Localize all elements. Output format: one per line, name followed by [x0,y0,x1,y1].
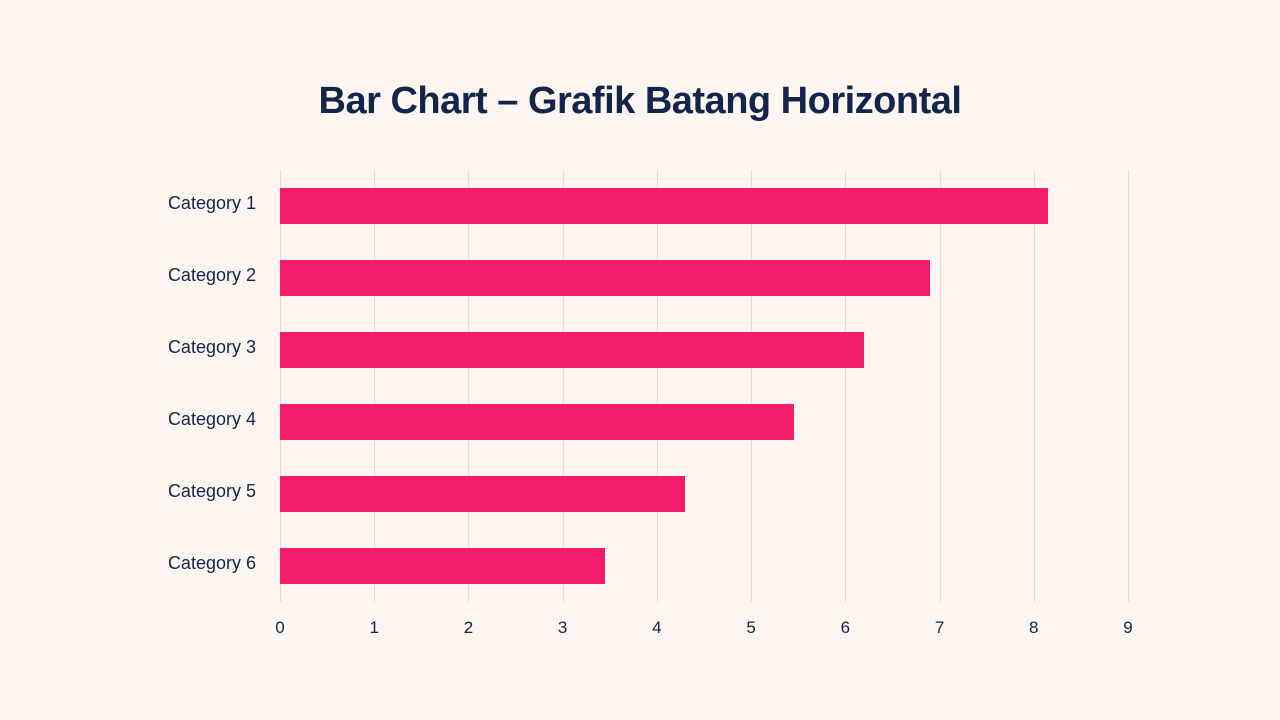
grid-line [563,170,564,602]
x-tick-label: 9 [1123,618,1132,638]
grid-line [374,170,375,602]
bar [280,548,605,584]
x-tick-label: 7 [935,618,944,638]
bar-chart: 0123456789Category 1Category 2Category 3… [280,170,1128,602]
grid-line [1034,170,1035,602]
grid-line [657,170,658,602]
x-tick-label: 1 [369,618,378,638]
grid-line [845,170,846,602]
x-tick-label: 5 [746,618,755,638]
plot-area: 0123456789Category 1Category 2Category 3… [280,170,1128,602]
bar [280,476,685,512]
bar [280,188,1048,224]
x-tick-label: 3 [558,618,567,638]
x-tick-label: 2 [464,618,473,638]
grid-line [751,170,752,602]
x-tick-label: 8 [1029,618,1038,638]
category-label: Category 2 [168,265,256,286]
category-label: Category 1 [168,193,256,214]
page: Bar Chart – Grafik Batang Horizontal 012… [0,0,1280,720]
category-label: Category 5 [168,481,256,502]
x-tick-label: 6 [841,618,850,638]
grid-line [940,170,941,602]
bar [280,260,930,296]
bar [280,404,794,440]
grid-line [280,170,281,602]
category-label: Category 6 [168,553,256,574]
x-tick-label: 4 [652,618,661,638]
category-label: Category 4 [168,409,256,430]
category-label: Category 3 [168,337,256,358]
grid-line [468,170,469,602]
x-tick-label: 0 [275,618,284,638]
grid-line [1128,170,1129,602]
chart-title: Bar Chart – Grafik Batang Horizontal [0,80,1280,123]
bar [280,332,864,368]
